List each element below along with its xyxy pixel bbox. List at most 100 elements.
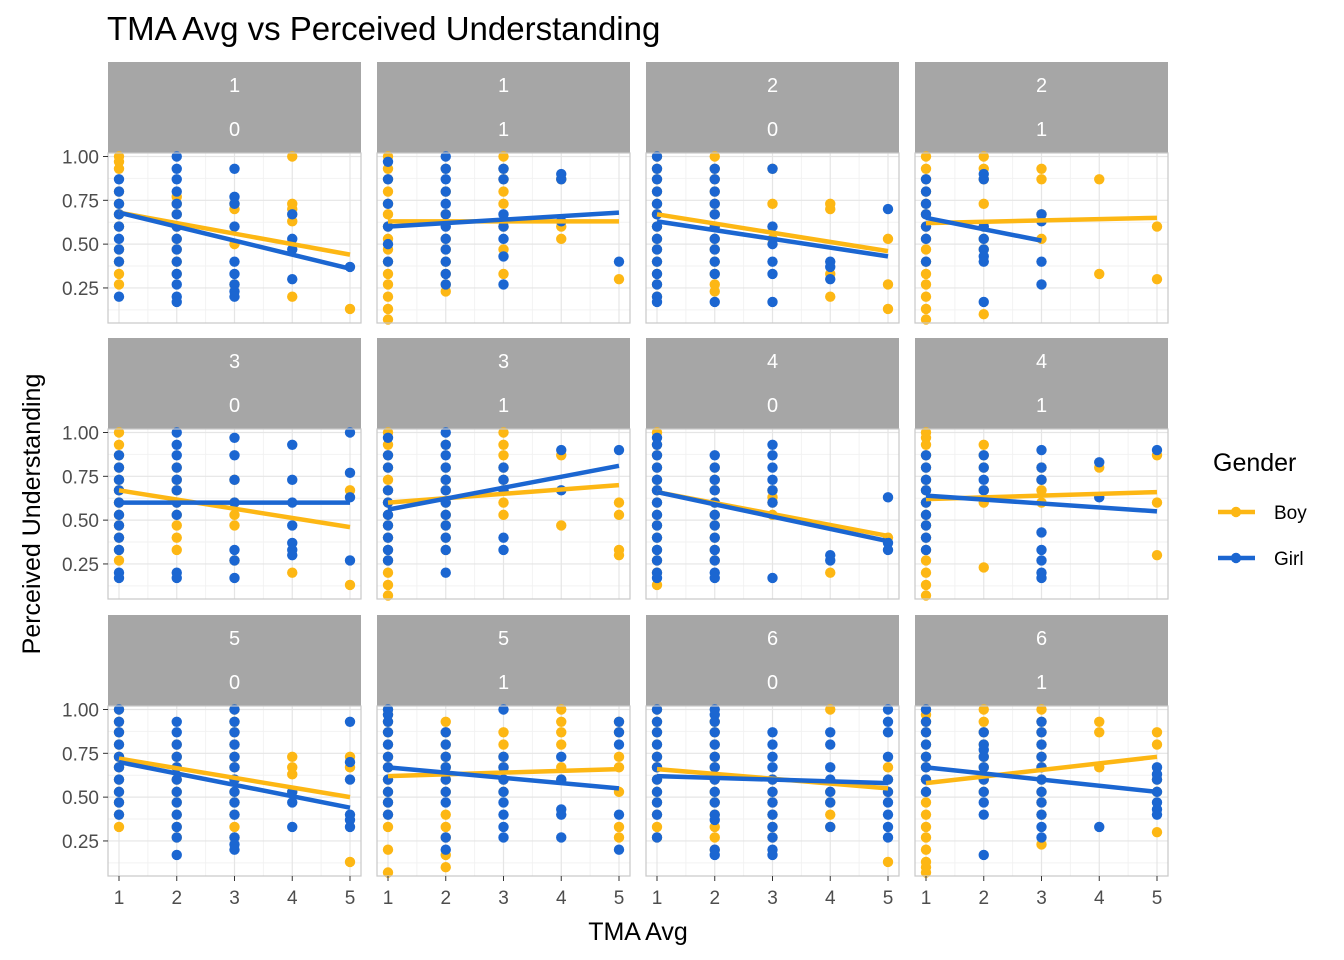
data-point-boy: [709, 832, 720, 843]
data-point-boy: [920, 567, 932, 578]
facet-strip: [646, 62, 899, 153]
data-point-girl: [440, 844, 451, 855]
data-point-girl: [440, 532, 451, 543]
data-point-girl: [382, 198, 394, 210]
data-point-girl: [344, 492, 356, 503]
data-point-boy: [382, 579, 394, 591]
data-point-girl: [882, 492, 894, 503]
x-tick-label: 5: [614, 888, 625, 909]
facet-strip: [646, 338, 899, 429]
data-point-girl: [113, 544, 125, 556]
data-point-girl: [709, 786, 720, 798]
data-point-girl: [709, 485, 720, 496]
data-point-girl: [171, 244, 182, 255]
data-point-girl: [229, 751, 240, 763]
data-point-boy: [556, 716, 567, 727]
data-point-boy: [1036, 704, 1047, 715]
data-point-boy: [440, 716, 451, 727]
data-point-girl: [709, 198, 720, 210]
data-point-boy: [382, 474, 394, 486]
facet-panel: 41: [914, 338, 1169, 601]
data-point-boy: [613, 497, 625, 508]
data-point-boy: [978, 716, 989, 727]
panel-border: [645, 428, 900, 600]
data-point-boy: [978, 704, 989, 715]
data-point-girl: [651, 739, 663, 750]
data-point-girl: [920, 462, 932, 473]
data-point-girl: [651, 704, 663, 715]
data-point-boy: [825, 704, 836, 715]
facet-strip-label: 1: [1036, 672, 1047, 694]
data-point-girl: [287, 439, 298, 450]
data-point-boy: [882, 279, 894, 290]
data-point-boy: [382, 268, 394, 280]
data-point-boy: [382, 567, 394, 578]
facet-panel: 11: [376, 62, 631, 325]
data-point-boy: [920, 832, 932, 843]
facet-strip-label: 1: [1036, 395, 1047, 417]
data-point-boy: [287, 291, 298, 302]
data-point-boy: [1151, 221, 1163, 232]
data-point-girl: [1036, 821, 1047, 833]
data-point-girl: [440, 268, 451, 280]
data-point-girl: [113, 797, 125, 808]
data-point-girl: [113, 474, 125, 486]
data-point-girl: [229, 544, 240, 556]
data-point-girl: [382, 520, 394, 531]
data-point-girl: [709, 797, 720, 808]
data-point-girl: [440, 509, 451, 521]
trend-line-girl: [656, 773, 889, 786]
data-point-girl: [382, 174, 394, 185]
data-point-boy: [613, 273, 625, 285]
facet-panel: 40: [645, 338, 900, 600]
data-point-girl: [498, 233, 509, 245]
data-point-girl: [882, 544, 894, 556]
data-point-girl: [113, 174, 125, 185]
y-tick-label: 0.75: [62, 744, 99, 765]
data-point-boy: [498, 739, 509, 750]
data-point-boy: [498, 186, 509, 197]
data-point-girl: [113, 704, 125, 715]
data-point-boy: [382, 590, 394, 601]
data-point-boy: [920, 797, 932, 808]
data-point-girl: [651, 832, 663, 843]
data-point-girl: [1036, 544, 1047, 556]
data-point-girl: [1094, 821, 1105, 833]
data-point-boy: [382, 314, 394, 325]
data-point-girl: [440, 186, 451, 197]
data-point-girl: [1036, 797, 1047, 808]
data-point-girl: [1036, 527, 1047, 538]
trend-line-boy: [925, 754, 1158, 786]
data-point-boy: [556, 233, 567, 245]
y-tick-label: 0.50: [62, 235, 99, 256]
data-point-boy: [613, 751, 625, 763]
data-point-girl: [825, 273, 836, 285]
data-point-girl: [709, 474, 720, 486]
trend-line-girl: [925, 493, 1158, 514]
data-point-girl: [556, 809, 567, 820]
data-point-girl: [171, 439, 182, 450]
data-point-girl: [229, 786, 240, 798]
data-point-boy: [440, 862, 451, 873]
data-point-girl: [229, 474, 240, 486]
data-point-girl: [440, 244, 451, 255]
data-point-girl: [113, 186, 125, 197]
facet-strip-label: 1: [498, 672, 509, 694]
data-point-girl: [229, 797, 240, 808]
data-point-girl: [229, 762, 240, 773]
data-point-boy: [171, 544, 182, 556]
data-point-girl: [709, 727, 720, 738]
x-tick-label: 2: [709, 888, 720, 909]
data-point-girl: [171, 163, 182, 174]
trend-line-girl: [387, 463, 620, 512]
data-point-boy: [1151, 739, 1163, 750]
data-point-girl: [709, 751, 720, 763]
data-point-girl: [440, 739, 451, 750]
data-point-girl: [382, 555, 394, 566]
data-point-girl: [1094, 457, 1105, 468]
data-point-girl: [113, 809, 125, 820]
data-point-girl: [709, 268, 720, 280]
data-point-girl: [498, 809, 509, 820]
data-point-girl: [113, 198, 125, 210]
data-point-girl: [344, 756, 356, 768]
